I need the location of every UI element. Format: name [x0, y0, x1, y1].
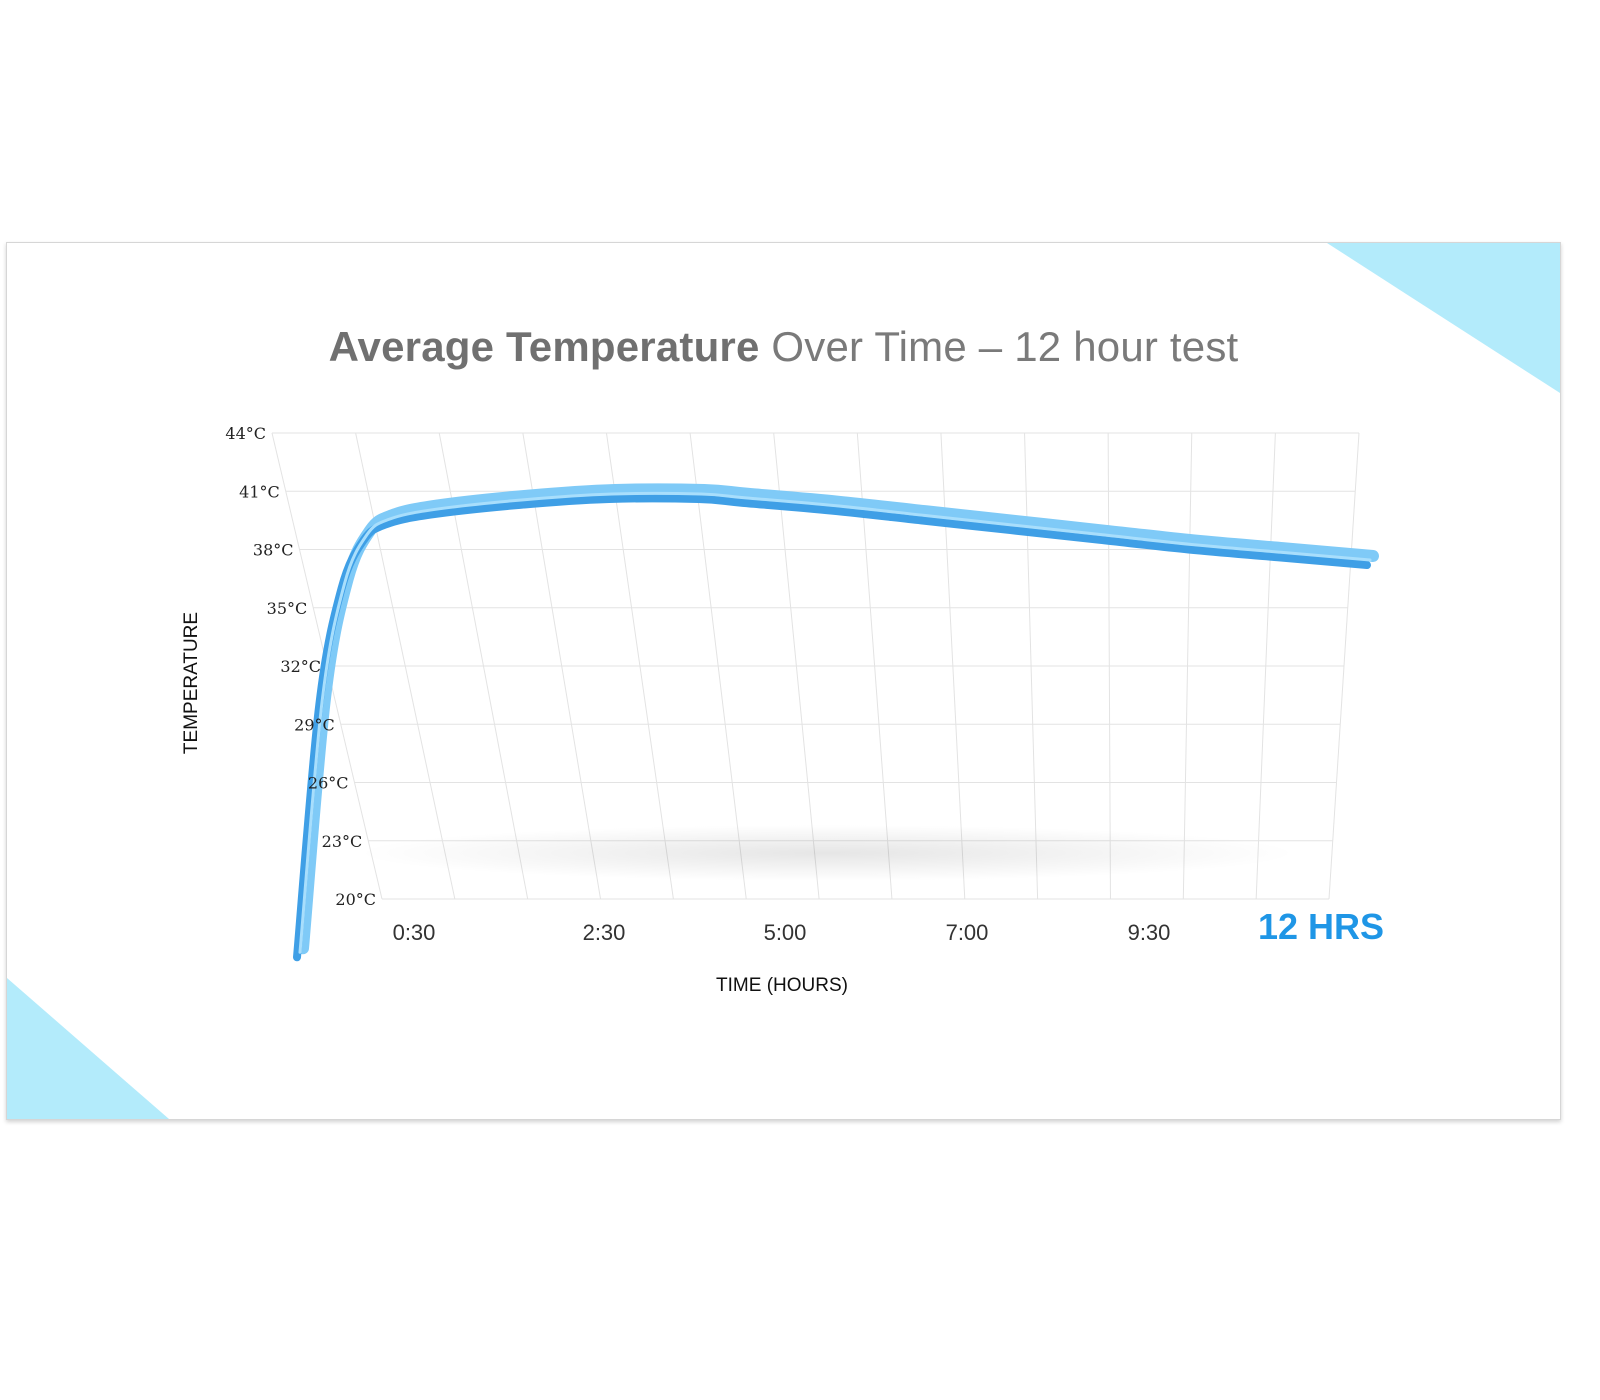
slide: Average Temperature Over Time – 12 hour …	[6, 242, 1561, 1120]
grid-line-v	[1328, 432, 1360, 900]
y-tick-label: 44°C	[225, 424, 266, 443]
chart-title: Average Temperature	[328, 323, 760, 370]
y-tick-label: 20°C	[335, 890, 376, 909]
y-axis-label: TEMPERATURE	[181, 612, 202, 754]
corner-triangle-bottom-left	[7, 978, 169, 1119]
series-line	[293, 494, 1371, 962]
series-ribbon	[293, 483, 1379, 962]
floor-shadow	[357, 825, 1297, 881]
grid-line-v	[1182, 432, 1193, 900]
x-axis-label: TIME (HOURS)	[716, 975, 848, 996]
grid-line-v	[605, 432, 674, 900]
grid-line-v	[773, 432, 820, 900]
grid-line-v	[355, 432, 456, 900]
chart-subtitle: Over Time – 12 hour test	[771, 323, 1239, 370]
y-tick-label: 41°C	[239, 482, 280, 501]
chart-grid	[271, 432, 1360, 900]
x-tick-label: 7:00	[946, 920, 989, 945]
grid-line-v	[1024, 432, 1039, 900]
y-ticks: 44°C 41°C 38°C 35°C 32°C 29°C 26°C 23°C 20°C	[225, 424, 376, 909]
grid-line-v	[1107, 432, 1111, 900]
x-tick-label: 5:00	[764, 920, 807, 945]
x-tick-label: 9:30	[1128, 920, 1171, 945]
chart-canvas: 44°C 41°C 38°C 35°C 32°C 29°C 26°C 23°C 20°C 0:3…	[181, 424, 1384, 996]
x-tick-label: 2:30	[583, 920, 626, 945]
grid-line-v	[689, 432, 747, 900]
chart-title-row: Average Temperature Over Time – 12 hour …	[7, 323, 1560, 371]
y-tick-label: 38°C	[253, 541, 294, 560]
y-tick-label: 26°C	[308, 774, 349, 793]
series-line-highlight	[298, 491, 1372, 954]
grid-line-v	[1255, 432, 1276, 900]
y-tick-label: 23°C	[322, 832, 363, 851]
grid-line-v	[522, 432, 602, 900]
y-tick-label: 29°C	[294, 715, 335, 734]
x-end-label: 12 HRS	[1258, 906, 1384, 947]
corner-triangle-top-right	[1327, 243, 1560, 393]
x-tick-label: 0:30	[393, 920, 436, 945]
y-tick-label: 32°C	[280, 657, 321, 676]
x-ticks: 0:30 2:30 5:00 7:00 9:30	[393, 920, 1171, 945]
y-tick-label: 35°C	[267, 599, 308, 618]
